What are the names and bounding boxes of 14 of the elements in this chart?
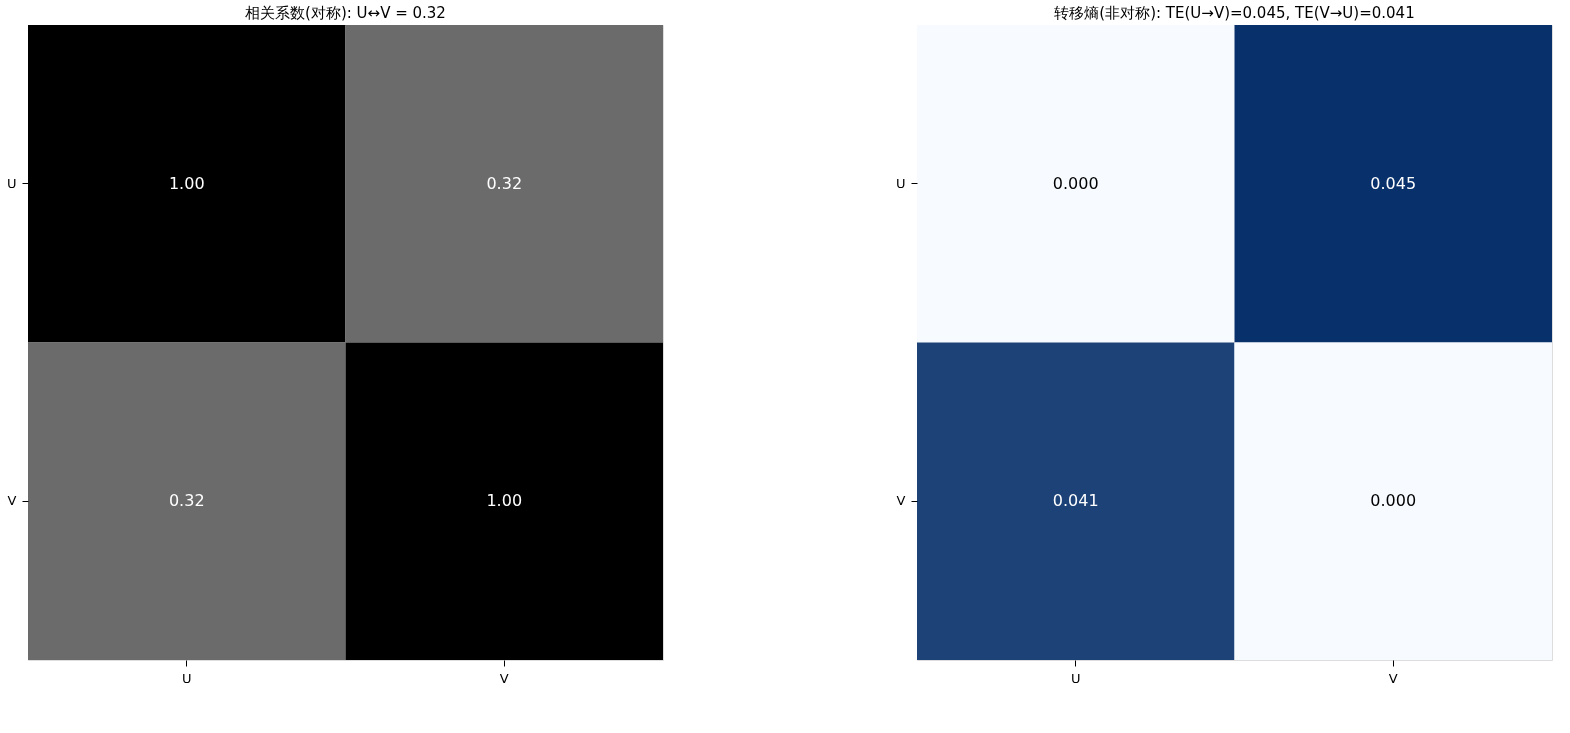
data-label: 0.045 — [1370, 173, 1417, 193]
x-tick-label: V — [1388, 670, 1398, 686]
data-label: 0.000 — [1370, 491, 1417, 511]
x-tick-label: V — [499, 670, 509, 686]
x-tick-label: U — [1070, 670, 1081, 686]
chart-title: 转移熵(非对称): TE(U→V)=0.045, TE(V→U)=0.041 — [1054, 4, 1415, 22]
data-label: 0.000 — [1052, 173, 1099, 193]
data-label: 1.00 — [486, 491, 523, 511]
data-label: 1.00 — [168, 173, 205, 193]
data-label: 0.32 — [486, 173, 523, 193]
data-label: 0.041 — [1052, 491, 1099, 511]
x-tick-label: U — [181, 670, 192, 686]
chart-title: 相关系数(对称): U↔V = 0.32 — [245, 4, 446, 22]
data-label: 0.32 — [168, 491, 205, 511]
